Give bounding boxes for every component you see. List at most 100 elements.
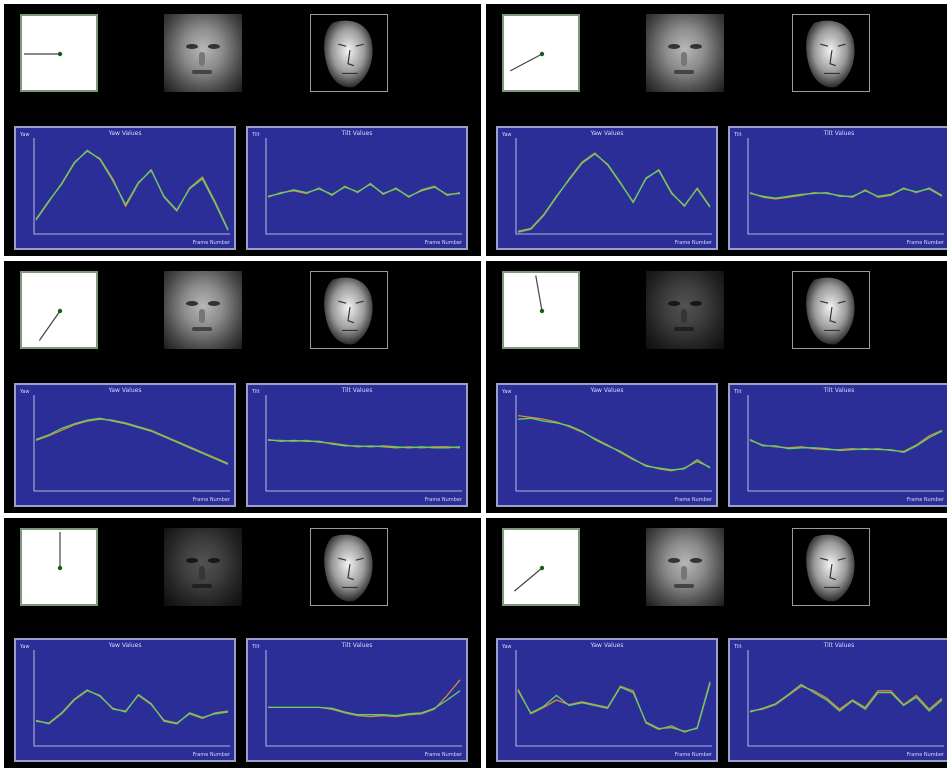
plot-canvas xyxy=(515,395,712,492)
series-estimated-line xyxy=(517,414,711,472)
result-panel-6: Yaw Values Yaw Frame Number Tilt Values Tilt… xyxy=(486,518,947,768)
plot-axes xyxy=(747,395,944,492)
yaw-plot: Yaw Values Yaw Frame Number xyxy=(14,638,236,762)
plot-y-label: Yaw xyxy=(502,644,512,650)
face-image xyxy=(164,271,242,349)
plot-x-label: Frame Number xyxy=(424,497,462,503)
series-estimated-line xyxy=(35,150,229,230)
plot-title: Yaw Values xyxy=(108,642,142,649)
plot-canvas xyxy=(33,138,230,235)
pose-line xyxy=(535,275,543,312)
series-estimated-line xyxy=(35,690,229,725)
plot-axes xyxy=(515,650,712,747)
plot-x-label: Frame Number xyxy=(906,752,944,758)
plot-y-label: Yaw xyxy=(20,389,30,395)
face-model-render xyxy=(310,271,388,349)
plot-axes xyxy=(33,650,230,747)
plot-y-label: Tilt xyxy=(734,389,742,395)
plot-canvas xyxy=(265,395,462,492)
face-model-render xyxy=(792,271,870,349)
series-estimated-line xyxy=(517,152,711,233)
result-panel-3: Yaw Values Yaw Frame Number Tilt Values Tilt… xyxy=(4,261,481,513)
yaw-plot: Yaw Values Yaw Frame Number xyxy=(14,383,236,507)
plot-y-label: Yaw xyxy=(20,132,30,138)
pose-indicator xyxy=(20,528,98,606)
plot-x-label: Frame Number xyxy=(674,752,712,758)
series-ground-truth-line xyxy=(35,689,229,725)
plot-canvas xyxy=(33,395,230,492)
yaw-plot: Yaw Values Yaw Frame Number xyxy=(496,638,718,762)
plot-canvas xyxy=(515,650,712,747)
plot-axes xyxy=(515,395,712,492)
result-panel-2: Yaw Values Yaw Frame Number Tilt Values Tilt… xyxy=(486,4,947,256)
plot-x-label: Frame Number xyxy=(674,240,712,246)
series-ground-truth-line xyxy=(517,417,711,471)
series-ground-truth-line xyxy=(749,430,943,454)
plot-y-label: Tilt xyxy=(734,644,742,650)
plot-x-label: Frame Number xyxy=(674,497,712,503)
pose-indicator xyxy=(20,271,98,349)
plot-title: Tilt Values xyxy=(823,642,855,649)
plot-y-label: Yaw xyxy=(502,132,512,138)
plot-x-label: Frame Number xyxy=(424,240,462,246)
yaw-plot: Yaw Values Yaw Frame Number xyxy=(496,126,718,250)
pose-indicator xyxy=(502,14,580,92)
pose-dot xyxy=(539,51,545,57)
plot-x-label: Frame Number xyxy=(906,240,944,246)
plot-x-label: Frame Number xyxy=(424,752,462,758)
series-ground-truth-line xyxy=(268,690,461,717)
plot-y-label: Yaw xyxy=(502,389,512,395)
tilt-plot: Tilt Values Tilt Frame Number xyxy=(728,383,947,507)
face-image xyxy=(646,271,724,349)
plot-title: Yaw Values xyxy=(108,130,142,137)
plot-canvas xyxy=(747,650,944,747)
plot-title: Tilt Values xyxy=(341,387,373,394)
yaw-plot: Yaw Values Yaw Frame Number xyxy=(14,126,236,250)
series-estimated-line xyxy=(268,679,461,718)
pose-dot xyxy=(539,565,545,571)
series-estimated-line xyxy=(35,418,229,464)
plot-y-label: Tilt xyxy=(734,132,742,138)
pose-line xyxy=(509,53,543,72)
pose-indicator xyxy=(20,14,98,92)
face-image xyxy=(646,528,724,606)
plot-y-label: Tilt xyxy=(252,644,260,650)
pose-indicator xyxy=(502,271,580,349)
plot-canvas xyxy=(33,650,230,747)
yaw-plot: Yaw Values Yaw Frame Number xyxy=(496,383,718,507)
series-ground-truth-line xyxy=(749,683,943,713)
series-ground-truth-line xyxy=(517,683,711,732)
series-estimated-line xyxy=(749,685,943,712)
plot-title: Tilt Values xyxy=(341,130,373,137)
result-panel-1: Yaw Values Yaw Frame Number Tilt Values Tilt… xyxy=(4,4,481,256)
plot-y-label: Yaw xyxy=(20,644,30,650)
series-ground-truth-line xyxy=(517,153,711,232)
face-model-render xyxy=(792,528,870,606)
pose-indicator xyxy=(502,528,580,606)
plot-title: Yaw Values xyxy=(590,130,624,137)
series-estimated-line xyxy=(517,681,711,733)
pose-dot xyxy=(57,565,63,571)
face-image xyxy=(646,14,724,92)
plot-axes xyxy=(265,650,462,747)
plot-x-label: Frame Number xyxy=(192,752,230,758)
plot-title: Tilt Values xyxy=(823,130,855,137)
result-panel-5: Yaw Values Yaw Frame Number Tilt Values Tilt… xyxy=(4,518,481,768)
plot-canvas xyxy=(265,650,462,747)
pose-dot xyxy=(57,51,63,57)
plot-axes xyxy=(747,138,944,235)
result-panel-4: Yaw Values Yaw Frame Number Tilt Values Tilt… xyxy=(486,261,947,513)
plot-canvas xyxy=(747,395,944,492)
plot-title: Tilt Values xyxy=(823,387,855,394)
tilt-plot: Tilt Values Tilt Frame Number xyxy=(728,126,947,250)
pose-line xyxy=(514,567,543,592)
pose-line xyxy=(38,310,61,341)
plot-y-label: Tilt xyxy=(252,132,260,138)
plot-title: Yaw Values xyxy=(108,387,142,394)
plot-canvas xyxy=(747,138,944,235)
plot-axes xyxy=(265,395,462,492)
plot-x-label: Frame Number xyxy=(192,497,230,503)
plot-axes xyxy=(33,138,230,235)
plot-y-label: Tilt xyxy=(252,389,260,395)
